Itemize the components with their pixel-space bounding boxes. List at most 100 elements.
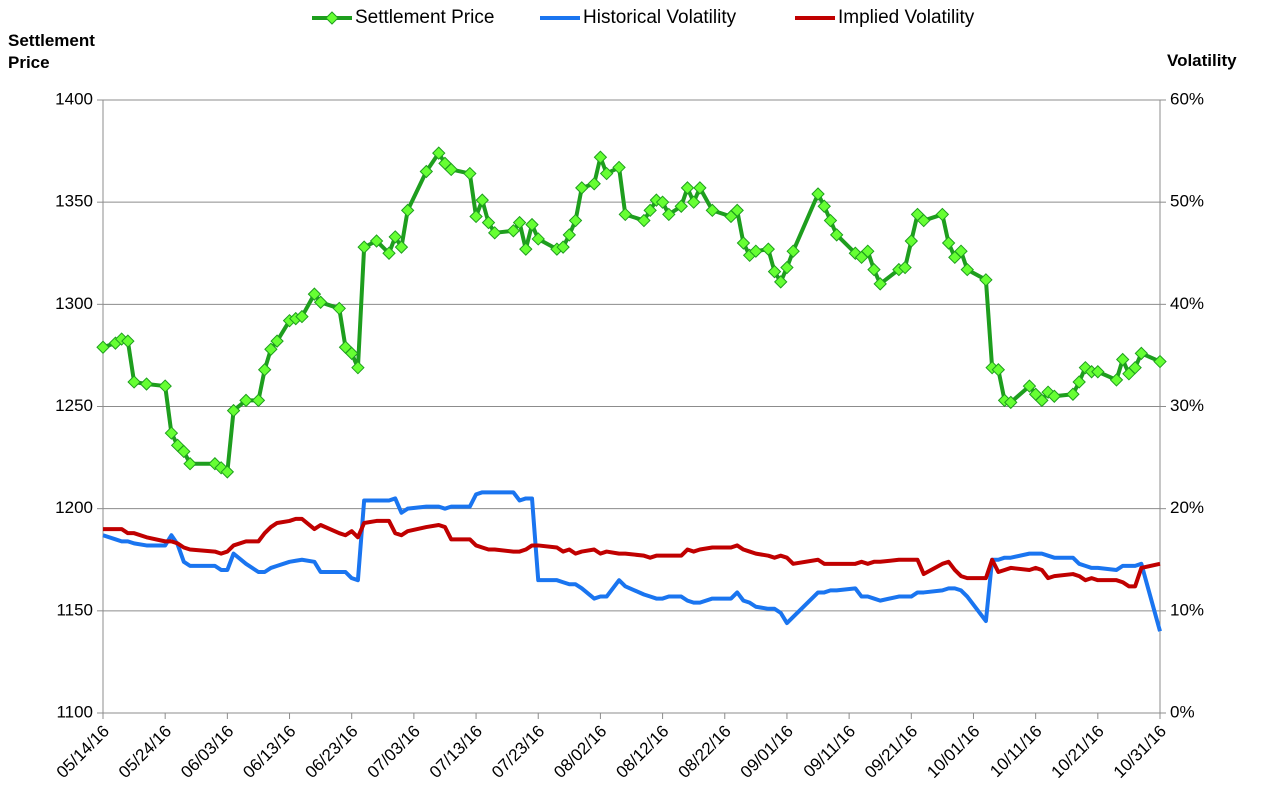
marker	[954, 244, 968, 258]
marker	[1078, 360, 1093, 375]
x-tick-label: 10/11/16	[986, 722, 1045, 781]
marker	[829, 228, 844, 242]
marker	[183, 457, 197, 471]
marker	[121, 334, 135, 348]
x-tick-label: 08/02/16	[550, 722, 610, 782]
marker	[444, 162, 458, 177]
y2-tick-label: 60%	[1170, 89, 1204, 108]
y-tick-label: 1200	[55, 498, 93, 517]
marker	[593, 150, 608, 164]
marker	[662, 207, 676, 222]
marker	[419, 164, 434, 179]
marker	[774, 275, 788, 289]
marker	[749, 244, 763, 258]
marker	[1022, 379, 1037, 393]
marker	[488, 226, 502, 240]
marker	[531, 232, 545, 246]
marker	[556, 240, 570, 254]
marker	[226, 403, 241, 418]
marker	[481, 215, 496, 230]
marker	[786, 244, 800, 258]
marker	[506, 224, 521, 238]
marker	[612, 160, 626, 175]
marker	[1128, 360, 1142, 375]
marker	[351, 360, 365, 375]
marker	[264, 342, 278, 356]
marker	[599, 166, 614, 181]
y2-axis-title: Volatility	[1167, 51, 1237, 70]
marker	[823, 213, 838, 228]
marker	[388, 230, 402, 244]
marker	[941, 236, 956, 250]
marker	[357, 240, 371, 254]
y2-tick-label: 10%	[1170, 600, 1204, 619]
marker	[239, 393, 253, 408]
marker	[655, 195, 670, 209]
marker	[1004, 395, 1018, 410]
marker	[463, 166, 477, 181]
marker	[979, 273, 993, 287]
marker	[1115, 352, 1130, 367]
y-tick-label: 1250	[55, 396, 93, 415]
marker	[705, 203, 720, 218]
x-tick-label: 05/14/16	[53, 722, 113, 782]
marker	[643, 203, 657, 218]
marker	[158, 379, 172, 393]
y2-tick-label: 30%	[1170, 396, 1204, 415]
marker	[1047, 389, 1062, 403]
series-line	[103, 516, 1161, 589]
x-tick-label: 09/21/16	[861, 722, 921, 782]
marker	[873, 277, 887, 291]
x-tick-label: 07/13/16	[426, 722, 486, 782]
marker	[96, 340, 110, 354]
x-tick-label: 09/01/16	[737, 722, 797, 782]
marker	[674, 199, 688, 213]
marker	[562, 228, 577, 242]
marker	[475, 193, 489, 207]
marker	[917, 213, 931, 228]
marker	[587, 177, 601, 191]
marker	[867, 262, 881, 277]
marker	[680, 181, 695, 195]
y-tick-label: 1300	[55, 294, 93, 313]
legend-marker	[325, 11, 339, 25]
x-tick-label: 09/11/16	[800, 722, 859, 781]
y-tick-label: 1350	[55, 192, 93, 211]
marker	[127, 375, 141, 389]
marker	[208, 457, 222, 471]
y-tick-label: 1150	[56, 600, 93, 619]
legend-label: Settlement Price	[355, 7, 494, 28]
marker	[568, 213, 583, 228]
marker	[270, 334, 284, 348]
marker	[1109, 373, 1124, 387]
x-tick-label: 10/31/16	[1110, 722, 1170, 782]
series-line	[102, 490, 1162, 632]
marker	[686, 195, 701, 209]
marker	[904, 234, 919, 248]
marker	[400, 203, 415, 218]
y2-tick-label: 50%	[1170, 192, 1204, 211]
x-tick-label: 10/21/16	[1048, 722, 1108, 782]
legend-label: Implied Volatility	[838, 7, 975, 28]
marker	[693, 181, 707, 195]
x-tick-label: 10/01/16	[923, 722, 983, 782]
x-tick-label: 05/24/16	[115, 722, 175, 782]
marker	[512, 215, 527, 230]
marker	[432, 146, 446, 160]
marker	[898, 260, 912, 275]
marker	[177, 444, 191, 459]
marker	[1066, 387, 1080, 401]
marker	[637, 213, 651, 228]
marker	[139, 377, 154, 391]
marker	[1134, 346, 1149, 361]
marker	[313, 295, 328, 309]
marker	[251, 393, 266, 408]
marker	[761, 242, 775, 256]
marker	[811, 187, 825, 201]
marker	[1153, 354, 1167, 369]
marker	[730, 203, 744, 218]
legend-label: Historical Volatility	[583, 7, 737, 28]
marker	[525, 217, 539, 232]
